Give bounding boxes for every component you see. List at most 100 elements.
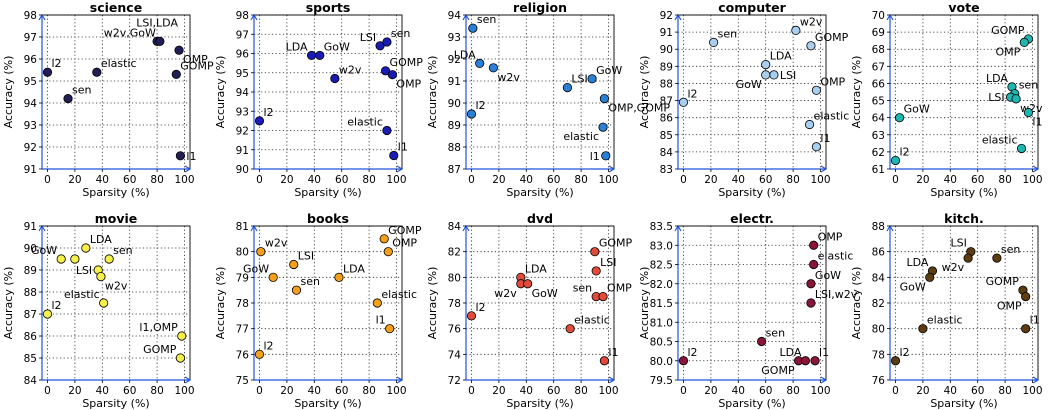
point-label: l2 (263, 339, 273, 352)
data-point (562, 83, 573, 93)
y-tick-label: 97 (24, 32, 37, 44)
panel-title: dvd (527, 211, 553, 226)
y-tick-label: 62 (872, 147, 885, 159)
x-axis-label: Sparsity (%) (930, 397, 997, 410)
x-axis-label: Sparsity (%) (930, 186, 997, 199)
y-tick-label: 97 (236, 29, 249, 41)
x-tick-label: 40 (944, 174, 957, 186)
x-tick-label: 60 (971, 385, 984, 397)
panel-dvd: 0 20 40 60 80 100 72 74 76 78 80 82 84 dvd Sparsity (%… (426, 211, 632, 410)
y-tick-label: 83.5 (650, 221, 673, 233)
data-point (1021, 324, 1031, 334)
x-tick-label: 20 (704, 385, 717, 397)
point-label: l1 (1030, 314, 1040, 327)
y-tick-label: 90 (24, 243, 37, 255)
y-axis-label: Accuracy (%) (2, 56, 15, 129)
data-point (804, 119, 815, 130)
y-tick-label: 94 (236, 87, 250, 99)
x-tick-label: 0 (44, 174, 51, 186)
x-axis-label: Sparsity (%) (718, 397, 785, 410)
point-label: OMP (392, 237, 417, 250)
point-label: l1 (820, 132, 830, 145)
point-label: l1 (1032, 116, 1042, 129)
x-tick-label: 80 (574, 174, 587, 186)
point-label: GoW (596, 64, 622, 77)
x-tick-label: 0 (892, 385, 899, 397)
data-point (599, 94, 610, 104)
y-tick-label: 78 (236, 298, 249, 310)
data-point (174, 45, 184, 55)
data-point (385, 324, 395, 334)
point-label: GoW (324, 40, 350, 53)
x-axis-arrow-icon (608, 165, 616, 173)
data-point (769, 70, 779, 80)
y-tick-label: 87 (448, 164, 461, 176)
y-tick-label: 80 (872, 324, 885, 336)
data-point (1023, 107, 1034, 118)
data-point (334, 272, 344, 282)
y-tick-label: 91 (24, 221, 37, 233)
data-point (709, 37, 719, 47)
y-tick-label: 85 (24, 353, 37, 365)
point-label: w2v (265, 237, 288, 250)
y-tick-label: 95 (236, 68, 249, 80)
data-point (599, 356, 610, 366)
data-point (806, 279, 816, 289)
point-label: LDA (90, 233, 112, 246)
point-label: GOMP (143, 343, 177, 356)
y-tick-label: 75 (236, 375, 249, 387)
y-tick-label: 81.0 (650, 317, 673, 329)
point-label: LDA (343, 262, 365, 275)
y-tick-label: 90 (236, 164, 249, 176)
x-tick-label: 100 (810, 174, 830, 186)
point-label: OMP (997, 300, 1022, 313)
data-point (175, 353, 186, 363)
point-label: w2v (942, 261, 965, 274)
point-label: sen (718, 27, 737, 40)
y-tick-label: 89 (24, 265, 37, 277)
data-point (756, 336, 767, 347)
point-label: l1 (590, 150, 600, 163)
x-axis-arrow-icon (396, 165, 404, 173)
x-tick-label: 0 (468, 385, 475, 397)
point-label: LSI (950, 237, 966, 250)
x-tick-label: 80 (574, 385, 587, 397)
point-label: GOMP (815, 31, 849, 44)
y-tick-label: 63 (872, 130, 885, 142)
panel-title: movie (95, 211, 138, 226)
point-label: OMP,GOMP (608, 102, 670, 115)
data-point (810, 356, 820, 366)
point-label: LDA (907, 256, 929, 269)
data-point (918, 324, 928, 334)
x-tick-label: 40 (732, 385, 745, 397)
point-label: w2v (800, 15, 823, 28)
y-tick-label: 68 (872, 44, 885, 56)
y-axis-label: Accuracy (%) (214, 267, 227, 340)
point-label: LDA (780, 346, 802, 359)
x-tick-label: 40 (520, 174, 533, 186)
point-label: GOMP (986, 275, 1020, 288)
y-tick-label: 87 (24, 309, 37, 321)
y-tick-label: 93 (448, 32, 461, 44)
point-label: sen (573, 282, 592, 295)
x-tick-label: 100 (386, 385, 406, 397)
x-tick-label: 20 (280, 385, 293, 397)
point-label: l1 (398, 141, 408, 154)
data-point (791, 25, 801, 36)
y-tick-label: 84 (24, 375, 38, 387)
x-tick-label: 80 (998, 174, 1011, 186)
y-tick-label: 79.5 (650, 375, 673, 387)
data-point (1011, 94, 1021, 104)
y-tick-label: 94 (24, 98, 38, 110)
point-label: w2v (105, 280, 128, 293)
x-tick-label: 40 (96, 385, 109, 397)
x-tick-label: 60 (971, 174, 984, 186)
y-tick-label: 92 (236, 126, 249, 138)
y-tick-label: 95 (24, 76, 37, 88)
data-point (315, 50, 325, 61)
x-tick-label: 0 (680, 174, 687, 186)
y-tick-label: 80.0 (650, 356, 673, 368)
data-point (1016, 143, 1027, 154)
y-tick-label: 64 (872, 113, 886, 125)
data-point (56, 254, 66, 264)
